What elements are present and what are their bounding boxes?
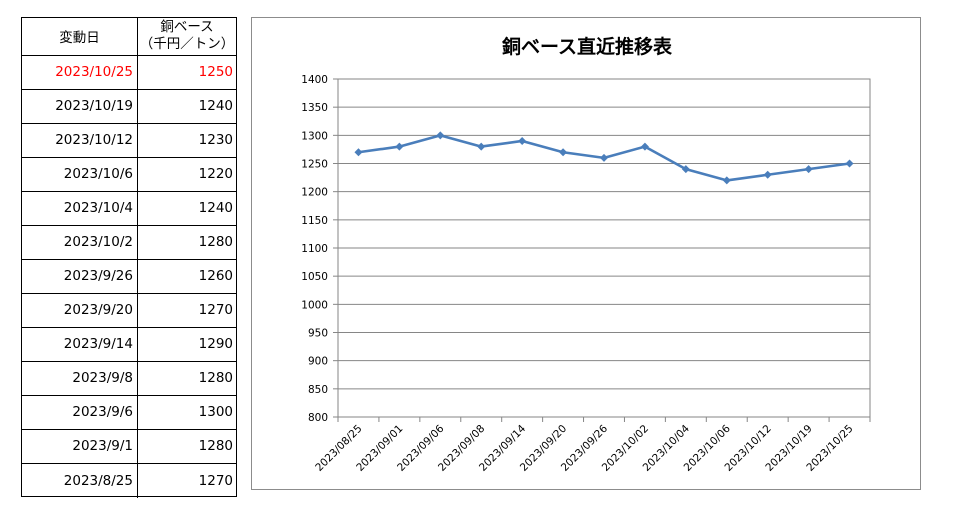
table-row: 2023/9/1 1280 [22,429,236,464]
row-date: 2023/9/14 [22,327,138,361]
y-tick-label: 1300 [301,130,328,142]
row-price: 1270 [198,302,233,318]
row-price: 1280 [198,370,233,386]
y-tick-label: 1350 [301,102,328,114]
header-price-line1: 銅ベース [160,19,214,36]
row-price: 1290 [198,336,233,352]
gridlines [338,106,870,390]
data-point-marker [804,165,813,174]
y-tick-label: 1100 [301,243,328,255]
table-row: 2023/9/20 1270 [22,293,236,328]
line-chart: 銅ベース直近推移表 800 850 900 950 1000 1050 1100 1150 12… [301,35,871,474]
row-date: 2023/9/8 [22,361,138,395]
table-header-row: 変動日 銅ベース （千円／トン） [22,18,236,56]
y-tick-label: 950 [308,328,328,340]
data-point-marker [477,142,486,151]
y-tick-label: 1400 [301,74,328,86]
y-tick-label: 900 [308,356,328,368]
table-row: 2023/10/4 1240 [22,191,236,226]
row-date: 2023/10/25 [22,55,138,89]
data-point-marker [681,165,690,174]
data-point-marker [436,131,445,140]
y-tick-label: 1050 [301,271,328,283]
series-copper-base [354,131,854,185]
table-row: 2023/10/2 1280 [22,225,236,260]
x-axis-ticks: 2023/08/252023/09/012023/09/062023/09/08… [313,417,871,474]
data-point-marker [763,170,772,179]
row-date: 2023/10/4 [22,191,138,225]
row-price: 1240 [198,200,233,216]
chart-title: 銅ベース直近推移表 [502,35,673,58]
row-price: 1280 [198,438,233,454]
row-price: 1300 [198,404,233,420]
data-point-marker [722,176,731,185]
row-date: 2023/9/26 [22,259,138,293]
data-point-marker [845,159,854,168]
y-tick-label: 1150 [301,215,328,227]
table-row: 2023/10/25 1250 [22,55,236,90]
header-price-unit: （千円／トン） [139,36,235,53]
y-tick-label: 1250 [301,159,328,171]
row-price: 1220 [198,166,233,182]
table-row: 2023/10/19 1240 [22,89,236,124]
row-price: 1230 [198,132,233,148]
row-price: 1250 [198,64,233,80]
table-row: 2023/10/12 1230 [22,123,236,158]
y-tick-label: 850 [308,384,328,396]
header-date: 変動日 [22,18,138,55]
data-point-marker [354,148,363,157]
table-row: 2023/9/8 1280 [22,361,236,396]
data-point-marker [518,136,527,145]
table-row: 2023/9/26 1260 [22,259,236,294]
y-tick-label: 1200 [301,187,328,199]
row-date: 2023/10/19 [22,89,138,123]
chart-area [251,17,921,490]
data-point-marker [559,148,568,157]
row-date: 2023/9/20 [22,293,138,327]
y-tick-label: 1000 [301,299,328,311]
row-date: 2023/9/6 [22,395,138,429]
data-point-marker [600,153,608,162]
table-row: 2023/9/6 1300 [22,395,236,430]
row-date: 2023/10/6 [22,157,138,191]
table-row: 2023/9/14 1290 [22,327,236,362]
table-row: 2023/8/25 1270 [22,463,236,498]
row-date: 2023/8/25 [22,463,138,498]
row-price: 1270 [198,472,233,489]
row-date: 2023/10/2 [22,225,138,259]
row-price: 1280 [198,234,233,250]
row-price: 1240 [198,98,233,114]
row-date: 2023/10/12 [22,123,138,157]
y-tick-label: 800 [308,412,328,424]
row-price: 1260 [198,268,233,284]
data-point-marker [640,142,649,151]
data-point-marker [395,142,404,151]
table-row: 2023/10/6 1220 [22,157,236,192]
price-table: 変動日 銅ベース （千円／トン） 2023/10/25 1250 2023/10/1… [21,17,237,498]
row-date: 2023/9/1 [22,429,138,463]
y-axis-ticks: 800 850 900 950 1000 1050 1100 1150 1200 1250 1300… [301,74,338,424]
header-price: 銅ベース （千円／トン） [138,18,236,55]
